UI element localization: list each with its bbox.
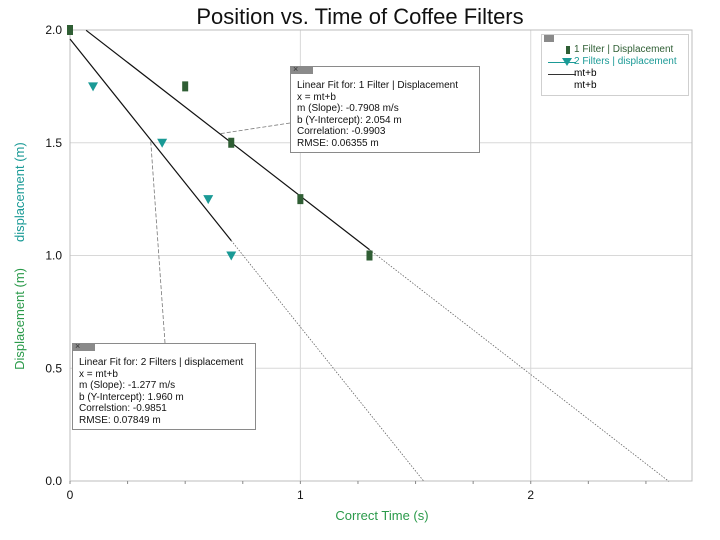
y-tick-label: 0.5: [45, 361, 62, 375]
line-icon: [546, 69, 576, 79]
x-tick-label: 1: [297, 488, 304, 502]
legend-item-1: 1 Filter | Displacement: [546, 44, 686, 56]
filter2-point: [203, 195, 214, 205]
x-axis-label: Correct Time (s): [335, 508, 428, 523]
fit-box-2-close-icon[interactable]: [73, 341, 95, 353]
triangle-marker-icon: [546, 57, 576, 67]
annotation-leaders: [150, 122, 291, 344]
plot-frame: [69, 29, 693, 482]
fit-box-1-close-icon[interactable]: [291, 64, 313, 76]
chart-title: Position vs. Time of Coffee Filters: [196, 4, 524, 29]
y-axis-label: Displacement (m) displacement (m): [12, 142, 27, 370]
filter1-point: [297, 194, 304, 205]
filter2-point: [157, 138, 168, 148]
line-icon: [546, 81, 568, 91]
legend-label-1: 1 Filter | Displacement: [574, 44, 674, 55]
legend-item-2: 2 Filters | displacement: [546, 56, 686, 68]
fit-box-2-filters[interactable]: Linear Fit for: 2 Filters | displacement…: [72, 341, 256, 430]
legend-label-2: 2 Filters | displacement: [574, 56, 677, 67]
fit-line-extrapolated: [369, 249, 670, 482]
y-tick-label: 2.0: [45, 23, 62, 37]
x-tick-label: 2: [527, 488, 534, 502]
legend-item-4: mt+b: [546, 80, 686, 92]
fit-box-1-line: Correlation: -0.9903: [297, 126, 386, 137]
legend-label-3: mt+b: [574, 68, 597, 79]
axes: [69, 29, 693, 484]
leader-line-1: [219, 122, 291, 135]
fit-line-solid: [85, 29, 370, 251]
filter1-point: [228, 137, 235, 148]
y-tick-label: 1.5: [45, 136, 62, 150]
legend-label-4: mt+b: [574, 80, 597, 91]
filter2-point: [226, 251, 237, 261]
legend-close-icon[interactable]: [544, 35, 554, 42]
fit-box-2-line: Correlstion: -0.9851: [79, 403, 167, 414]
fit-box-2-line: b (Y-Intercept): 1.960 m: [79, 391, 184, 403]
legend-item-3: mt+b: [546, 68, 686, 80]
fit-box-1-filter[interactable]: Linear Fit for: 1 Filter | Displacement …: [290, 64, 480, 153]
fit-box-2-line: Linear Fit for: 2 Filters | displacement: [79, 357, 244, 368]
y-tick-label: 1.0: [45, 249, 62, 263]
fit-box-1-line: x = mt+b: [297, 91, 336, 103]
filter2-point: [88, 82, 99, 92]
bar-marker-icon: [546, 45, 570, 55]
fit-box-2-line: x = mt+b: [79, 368, 118, 380]
x-tick-label: 0: [67, 488, 74, 502]
fit-box-2-line: RMSE: 0.07849 m: [79, 414, 161, 426]
fit-box-1-line: Linear Fit for: 1 Filter | Displacement: [297, 80, 458, 91]
y-axis-label-1: Displacement (m): [12, 268, 27, 370]
fit-box-1-line: b (Y-Intercept): 2.054 m: [297, 114, 402, 126]
filter1-point: [182, 81, 189, 92]
fit-box-2-line: m (Slope): -1.277 m/s: [79, 380, 176, 391]
fit-lines: [69, 29, 670, 482]
legend: 1 Filter | Displacement 2 Filters | disp…: [541, 34, 689, 96]
leader-line-2: [150, 139, 166, 344]
data-points: [67, 25, 373, 261]
fit-line-extrapolated: [230, 240, 424, 482]
fit-line-solid: [69, 38, 232, 241]
y-axis-label-2: displacement (m): [12, 142, 27, 242]
fit-box-1-line: m (Slope): -0.7908 m/s: [297, 103, 399, 114]
filter1-point: [366, 250, 373, 261]
fit-box-1-line: RMSE: 0.06355 m: [297, 137, 379, 149]
tick-labels: 0 1 2 0.0 0.5 1.0 1.5 2.0: [45, 23, 534, 502]
filter1-point: [67, 25, 73, 35]
y-tick-label: 0.0: [45, 474, 62, 488]
